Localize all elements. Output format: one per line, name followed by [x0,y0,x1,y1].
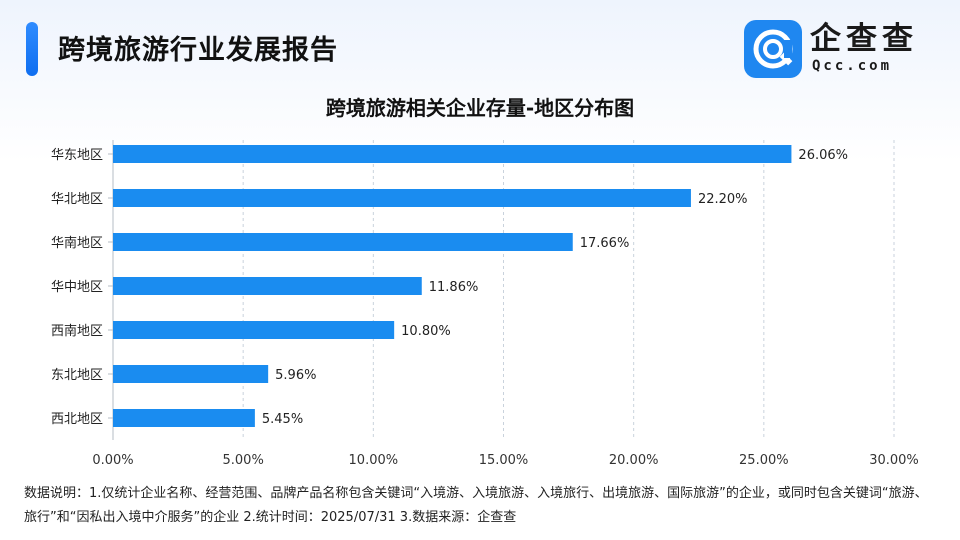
x-tick-label: 0.00% [92,453,133,468]
category-label: 华北地区 [51,192,103,207]
x-tick-label: 20.00% [609,453,659,468]
bar [113,189,691,207]
bar-chart: 0.00% 5.00% 10.00% 15.00% 20.00% 25.00% 30.00%… [51,140,919,468]
x-tick-label: 15.00% [479,453,529,468]
data-label: 11.86% [429,280,479,295]
data-footnote: 数据说明：1.仅统计企业名称、经营范围、品牌产品名称包含关键词“入境游、入境旅游… [24,486,928,525]
brand-logo: 企查查 Qcc.com [744,20,940,82]
brand-name: 企查查 [810,21,918,57]
bar [113,365,269,383]
x-tick-label: 25.00% [739,453,789,468]
bar [113,321,395,339]
data-label: 26.06% [798,148,848,163]
bar [113,409,255,427]
brand-domain: Qcc.com [812,58,893,74]
x-tick-label: 10.00% [349,453,399,468]
qcc-logo-icon [744,20,802,78]
x-tick-label: 30.00% [869,453,919,468]
category-label: 西南地区 [51,323,103,339]
data-label: 22.20% [698,192,748,207]
chart-title: 跨境旅游相关企业存量-地区分布图 [325,96,635,120]
page-title: 跨境旅游行业发展报告 [58,35,338,66]
category-label: 西北地区 [51,412,103,427]
category-label: 东北地区 [51,368,103,383]
data-label: 17.66% [580,236,630,251]
bar [113,233,573,251]
header-accent-bar [26,22,38,76]
category-label: 华东地区 [51,148,103,163]
data-label: 5.96% [275,368,316,383]
x-tick-label: 5.00% [223,453,264,468]
bar [113,277,422,295]
category-label: 华中地区 [51,280,103,295]
category-label: 华南地区 [51,235,103,251]
data-label: 10.80% [401,324,451,339]
data-label: 5.45% [262,412,303,427]
bar [113,145,792,163]
